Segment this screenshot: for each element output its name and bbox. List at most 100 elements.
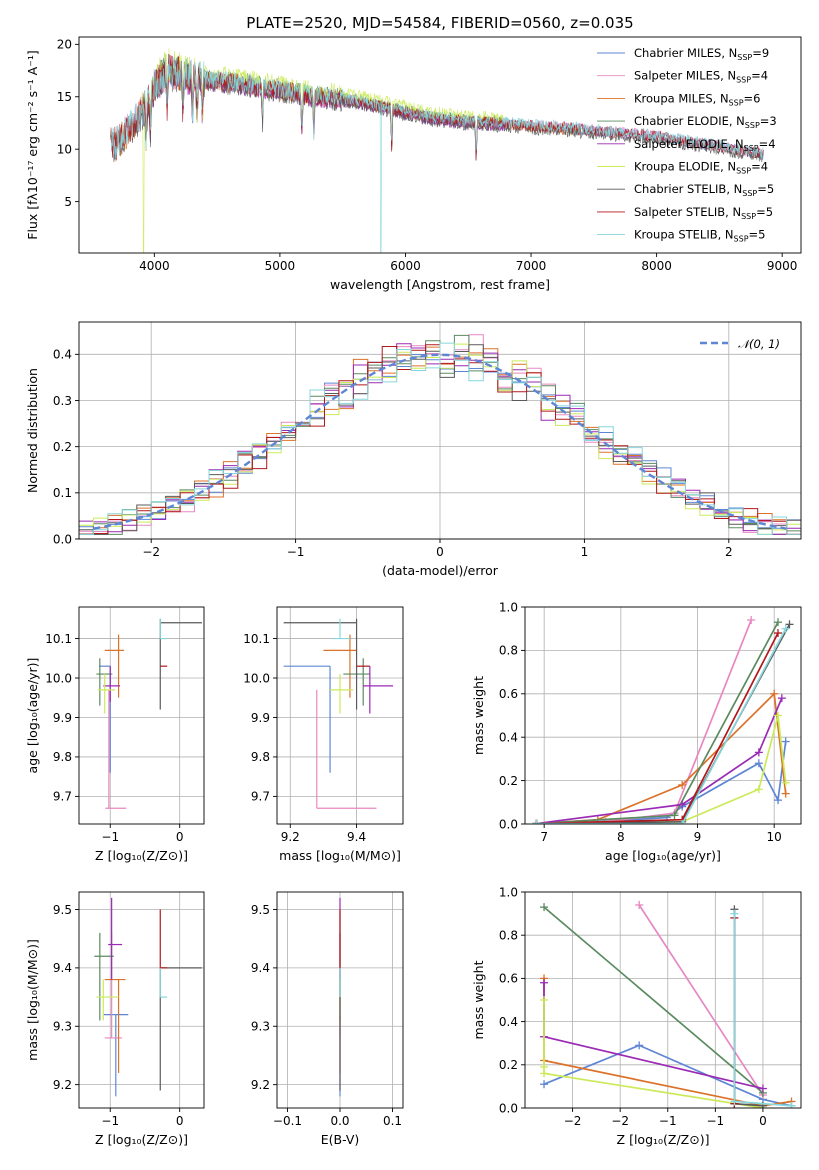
x-tick-label: 9000	[767, 259, 798, 273]
y-tick-label: 10.0	[243, 671, 270, 685]
plot-area	[283, 618, 394, 809]
legend: 𝒩(0, 1)	[700, 337, 780, 351]
x-tick-label: 1	[581, 545, 589, 559]
x-tick-label: −1	[101, 1114, 119, 1128]
y-tick-label: 0.8	[499, 644, 518, 658]
y-axis-label: mass [log₁₀(M/M⊙)]	[25, 939, 40, 1061]
plot-area	[94, 897, 202, 1097]
x-tick-label: 8000	[641, 259, 672, 273]
legend-label-main: Kroupa ELODIE, N	[634, 160, 736, 174]
legend-label-main: Chabrier MILES, N	[634, 46, 737, 60]
x-axis-label: Z [log₁₀(Z/Z⊙)]	[617, 1132, 710, 1147]
plot-area	[96, 618, 202, 809]
legend-label-sub: SSP	[745, 121, 760, 130]
legend-label: Chabrier ELODIE, NSSP=3	[634, 114, 777, 130]
y-tick-label: 5	[64, 195, 72, 209]
legend-label-tail: =4	[759, 137, 776, 151]
x-tick-label: 4000	[139, 259, 170, 273]
y-tick-label: 0.0	[53, 532, 72, 546]
legend-label-tail: =5	[756, 205, 773, 219]
axes-frame	[78, 606, 205, 825]
x-tick-label: 9	[694, 830, 702, 844]
x-axis-label: Z [log₁₀(Z/Z⊙)]	[95, 1132, 188, 1147]
axes-frame	[524, 891, 802, 1109]
legend-label-sub: SSP	[737, 53, 752, 62]
y-tick-label: 9.5	[53, 903, 72, 917]
legend-label-main: Kroupa MILES, N	[634, 91, 729, 105]
legend-label: Chabrier MILES, NSSP=9	[634, 46, 769, 62]
residuals-histogram-panel: −2 −1 0 1 2 0.0 0.1 0.2 0.3 0.4 (data-model)/error…	[25, 321, 802, 578]
y-tick-label: 0.2	[499, 1058, 518, 1072]
x-tick-label: 6000	[390, 259, 421, 273]
legend-label-tail: =3	[760, 114, 777, 128]
legend: Chabrier MILES, NSSP=9 Salpeter MILES, NS…	[597, 46, 777, 244]
x-tick-label: 0.1	[383, 1114, 402, 1128]
axes-frame	[276, 891, 404, 1109]
legend-label: Kroupa STELIB, NSSP=5	[634, 228, 765, 244]
legend-label: 𝒩(0, 1)	[738, 337, 780, 351]
y-tick-label: 9.2	[251, 1078, 270, 1092]
y-tick-label: 9.8	[251, 750, 270, 764]
y-tick-label: 15	[57, 90, 72, 104]
legend-label-main: Salpeter ELODIE, N	[634, 137, 744, 151]
x-tick-label: 0	[759, 1114, 767, 1128]
y-tick-label: 9.4	[251, 961, 270, 975]
x-tick-label: 0	[176, 830, 184, 844]
y-axis-label: age [log₁₀(age/yr)]	[25, 658, 40, 774]
chart-title: PLATE=2520, MJD=54584, FIBERID=0560, z=0…	[246, 14, 633, 32]
y-tick-label: 9.9	[251, 711, 270, 725]
mass-weight-line	[638, 904, 764, 1096]
mass-weight-line	[543, 906, 764, 1094]
y-tick-label: 10.0	[45, 671, 72, 685]
axes-frame	[78, 891, 205, 1109]
y-tick-label: 0.4	[499, 1015, 518, 1029]
legend-label-sub: SSP	[741, 212, 756, 221]
normal-distribution-curve	[93, 353, 787, 530]
x-axis-label: age [log₁₀(age/yr)]	[605, 848, 721, 863]
y-tick-label: 0.4	[499, 731, 518, 745]
y-tick-label: 0.3	[53, 394, 72, 408]
age-vs-mass-panel: 9.2 9.4 9.7 9.8 9.9 10.0 10.1 mass [log₁₀(M/M⊙)…	[243, 606, 404, 863]
legend-label-sub: SSP	[734, 235, 749, 244]
mass-vs-ebv-panel: −0.1 0.0 0.1 9.2 9.3 9.4 9.5 E(B-V)	[251, 891, 404, 1147]
axes-frame	[276, 606, 404, 825]
y-tick-label: 0.4	[53, 348, 72, 362]
x-tick-label: 2	[725, 545, 733, 559]
legend-label-tail: =5	[757, 182, 774, 196]
legend-label-sub: SSP	[736, 76, 751, 85]
y-tick-label: 0.6	[499, 687, 518, 701]
x-axis-label: Z [log₁₀(Z/Z⊙)]	[95, 848, 188, 863]
mass-weight-line	[536, 697, 783, 824]
y-tick-label: 9.7	[53, 790, 72, 804]
y-tick-label: 0.2	[499, 774, 518, 788]
y-tick-label: 0.2	[53, 440, 72, 454]
y-tick-label: 9.2	[53, 1078, 72, 1092]
legend-label-sub: SSP	[736, 167, 751, 176]
mass-weight-vs-age-panel: 7 8 9 10 0.0 0.2 0.4 0.6 0.8 1.0 age [log₁₀(age/yr…	[471, 600, 802, 863]
legend-label: Salpeter MILES, NSSP=4	[634, 69, 768, 85]
legend-label: Chabrier STELIB, NSSP=5	[634, 182, 774, 198]
x-tick-label: 9.4	[347, 830, 366, 844]
x-tick-label: 10	[767, 830, 782, 844]
age-vs-metallicity-panel: −1 0 9.7 9.8 9.9 10.0 10.1 Z [log₁₀(Z/Z⊙)] age […	[25, 606, 205, 863]
x-axis-label: (data-model)/error	[382, 563, 499, 578]
y-tick-label: 10.1	[243, 632, 270, 646]
x-tick-label: −1	[706, 1114, 724, 1128]
axes-frame	[78, 321, 802, 540]
x-tick-label: 7000	[516, 259, 547, 273]
y-tick-label: 9.5	[251, 903, 270, 917]
x-tick-label: −1	[659, 1114, 677, 1128]
y-tick-label: 9.7	[251, 790, 270, 804]
x-tick-label: 0	[436, 545, 444, 559]
axes-frame	[524, 606, 802, 825]
plot-area	[79, 334, 801, 535]
x-tick-label: −1	[101, 830, 119, 844]
spectrum-panel: 4000 5000 6000 7000 8000 9000 5 10 15 20 wavelengt…	[25, 36, 802, 292]
x-axis-label: E(B-V)	[321, 1132, 360, 1147]
x-tick-label: 0	[176, 1114, 184, 1128]
x-tick-label: −1	[287, 545, 305, 559]
x-tick-label: −2	[564, 1114, 582, 1128]
mass-vs-metallicity-panel: −1 0 9.2 9.3 9.4 9.5 Z [log₁₀(Z/Z⊙)] mass [log₁…	[25, 891, 205, 1147]
